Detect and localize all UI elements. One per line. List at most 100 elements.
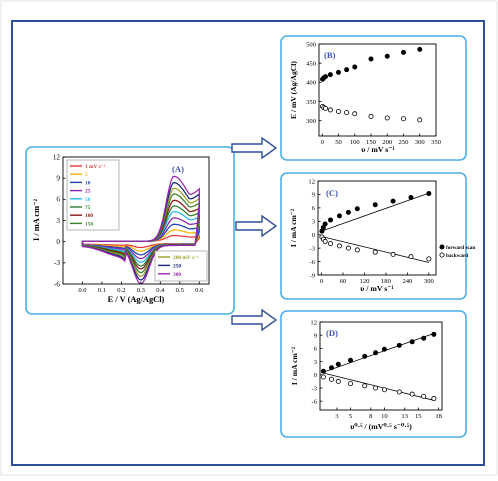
cathodic-peak-point (368, 113, 374, 119)
cv-curve (81, 175, 200, 285)
cathodic-peak-point (322, 105, 328, 111)
backward-point (328, 241, 334, 247)
backward-point (408, 254, 414, 260)
anodic-point (320, 368, 326, 374)
arrow-to-b (231, 136, 278, 160)
legend-label: 250 (173, 263, 181, 269)
chart-b-y-tick-label: 450 (306, 60, 317, 67)
chart-a-legend-2: 200 mV s⁻¹ 250 300 (154, 250, 208, 282)
chart-b-y-label: E / mV (Ag/AgCl) (289, 61, 298, 119)
anodic-point (329, 365, 335, 371)
chart-b-x-label: υ / mV s⁻¹ (361, 145, 395, 154)
chart-c-x-tick-label: 60 (340, 278, 347, 285)
cathodic-peak-point (344, 110, 350, 116)
chart-d-x-tick-label: 15 (415, 413, 422, 420)
forward-point (354, 206, 360, 212)
backward-point (372, 249, 378, 255)
backward-point (390, 251, 396, 257)
chart-b-y-tick-label: 400 (306, 80, 317, 87)
legend-label: 10 (85, 180, 91, 186)
chart-d-y-label: I / mA cm⁻² (290, 346, 299, 385)
chart-c-y-tick-label: -9 (310, 272, 316, 279)
chart-b-x-tick-label: 100 (350, 139, 361, 146)
chart-c-y-tick-label: 6 (312, 205, 316, 212)
arrow-to-d (231, 308, 278, 332)
anodic-point (381, 346, 387, 352)
cathodic-point (421, 393, 427, 399)
chart-d-x-tick-label: 10 (381, 413, 388, 420)
anodic-peak-point (417, 46, 423, 52)
anodic-peak-point (400, 49, 406, 55)
chart-b-x-tick-label: 350 (431, 139, 442, 146)
chart-d-x-tick-label: 8 (369, 413, 373, 420)
legend-label: forward scan (446, 245, 475, 251)
anodic-peak-point (368, 56, 374, 62)
chart-c-x-tick-label: 300 (424, 278, 435, 285)
chart-c-y-tick-label: -6 (310, 259, 316, 266)
chart-b-x-tick-label: 0 (321, 139, 325, 146)
chart-a-panel-label: (A) (172, 164, 184, 174)
cathodic-point (381, 387, 387, 393)
cathodic-peak-point (352, 111, 358, 117)
chart-b-x-tick-label: 250 (399, 139, 410, 146)
anodic-peak-point (322, 74, 328, 80)
chart-a-y-tick-label: -6 (54, 280, 60, 288)
forward-point (322, 221, 328, 227)
chart-d-panel-label: (D) (326, 328, 338, 338)
chart-a-legend-1: 1 mV s⁻¹ 5 10 25 50 75 100 150 (66, 159, 120, 231)
cathodic-peak-point (384, 115, 390, 121)
chart-a-x-tick-label: 0.3 (137, 287, 146, 294)
anodic-peak-point (335, 69, 341, 75)
forward-point (336, 213, 342, 219)
cathodic-point (320, 374, 326, 380)
panel-c-box (280, 172, 467, 300)
chart-a-x-tick-label: 0.0 (78, 287, 87, 294)
arrow-to-c (235, 214, 278, 238)
chart-a-y-tick-label: -3 (54, 259, 60, 267)
chart-d: 3 5 8 10 13 15 18 12 9 6 3 0 -3 -6 υ⁰·⁵ / (mV⁰·⁵ s⁻⁰·⁵… (290, 319, 443, 431)
backward-point (354, 247, 360, 253)
chart-c-plot-frame (317, 180, 437, 276)
cathodic-point (373, 385, 379, 391)
anodic-point (421, 335, 427, 341)
chart-a-x-tick-label: 0.4 (156, 287, 165, 294)
chart-a-x-tick-label: 0.1 (98, 287, 106, 294)
anodic-point (396, 342, 402, 348)
chart-a-y-label: I / mA cm⁻² (32, 198, 41, 241)
chart-b-y-tick-label: 500 (306, 41, 317, 48)
legend-label: 50 (85, 197, 91, 203)
panel-d-box (280, 310, 467, 438)
backward-point (336, 243, 342, 249)
chart-d-y-tick-label: 3 (314, 359, 318, 366)
anodic-peak-point (352, 64, 358, 70)
cathodic-point (362, 383, 368, 389)
anodic-peak-point (384, 53, 390, 59)
legend-label: 300 (173, 272, 181, 278)
chart-b-panel-label: (B) (324, 50, 336, 60)
chart-c-x-label: υ / mV s⁻¹ (360, 284, 394, 293)
backward-point (345, 245, 351, 251)
chart-a-y-tick-label: 6 (56, 196, 60, 204)
cathodic-peak-point (327, 107, 333, 113)
chart-c: 0 60 120 180 240 300 12 9 6 3 0 -3 -6 -9 υ / mV s⁻¹ I /… (289, 178, 475, 293)
chart-c-x-tick-label: 240 (402, 278, 413, 285)
chart-d-x-label: υ⁰·⁵ / (mV⁰·⁵ s⁻⁰·⁵) (350, 422, 412, 431)
anodic-fit-line (323, 333, 434, 373)
chart-a-legend-1-box (66, 159, 120, 231)
forward-point (328, 217, 334, 223)
legend-label: 100 (85, 213, 93, 219)
anodic-point (335, 361, 341, 367)
chart-a-x-tick-label: 0.6 (195, 287, 204, 294)
chart-b-x-tick-label: 300 (415, 139, 426, 146)
chart-d-plot-frame (319, 321, 443, 411)
forward-point (426, 191, 432, 197)
legend-label: 150 (85, 221, 93, 227)
backward-point (426, 256, 432, 262)
chart-d-x-tick-label: 5 (349, 413, 353, 420)
cathodic-point (396, 389, 402, 395)
legend-label: 200 mV s⁻¹ (173, 255, 199, 261)
cathodic-point (409, 391, 415, 397)
anodic-point (431, 331, 437, 337)
cathodic-point (329, 376, 335, 382)
